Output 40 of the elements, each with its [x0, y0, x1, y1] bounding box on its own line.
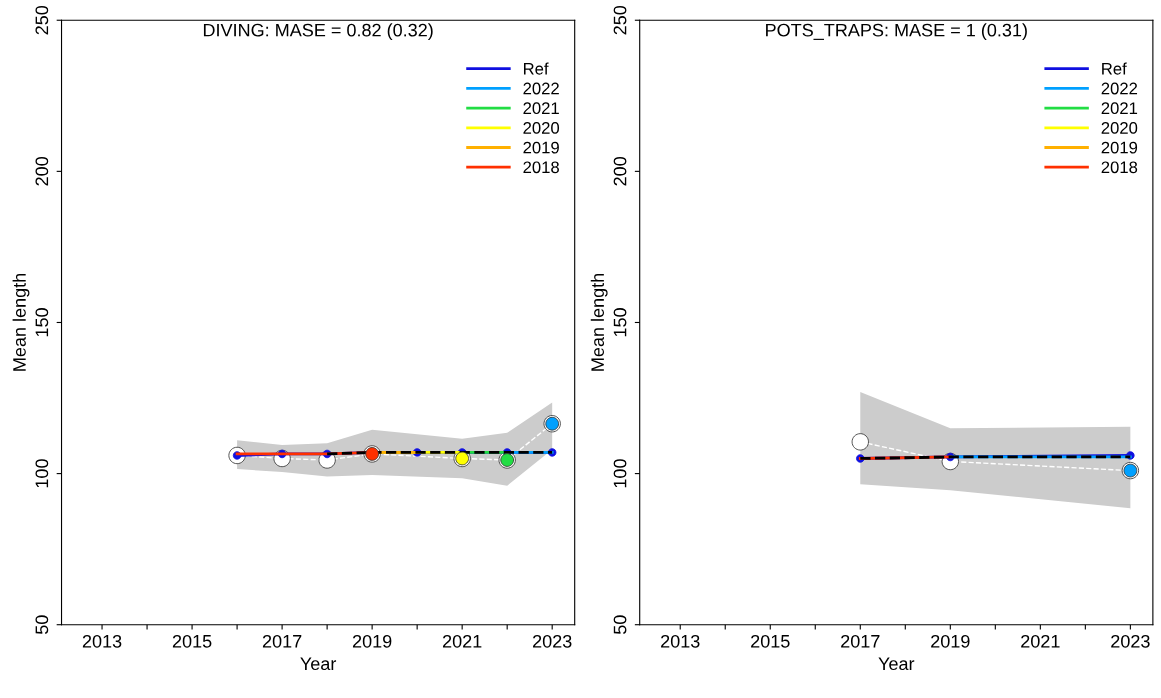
x-tick-label: 2017	[841, 634, 880, 648]
chart-title: DIVING: MASE = 0.82 (0.32)	[203, 23, 433, 41]
x-tick-label: 2019	[352, 634, 392, 648]
y-tick-label: 50	[613, 615, 627, 635]
x-axis-title: Year	[878, 657, 915, 671]
legend-label: 2020	[1101, 121, 1138, 134]
legend-label: Ref	[523, 62, 549, 75]
y-tick-label: 50	[35, 615, 49, 635]
x-tick-label: 2017	[262, 634, 302, 648]
legend-label: Ref	[1102, 62, 1127, 75]
legend-label: 2021	[1101, 102, 1138, 115]
legend-label: 2019	[523, 141, 559, 154]
y-axis-title: Mean length	[12, 273, 30, 371]
legend-label: 2022	[523, 82, 559, 95]
x-tick-label: 2015	[172, 634, 212, 648]
x-tick-label: 2023	[1111, 634, 1150, 648]
x-tick-label: 2015	[751, 634, 790, 648]
y-tick-label: 200	[35, 157, 49, 186]
legend-label: 2022	[1101, 82, 1138, 95]
x-tick-label: 2023	[533, 634, 572, 648]
y-tick-label: 200	[613, 157, 627, 186]
x-tick-label: 2021	[1021, 634, 1060, 648]
legend-label: 2021	[523, 102, 559, 115]
legend-label: 2019	[1101, 141, 1138, 154]
y-axis-title: Mean length	[590, 273, 608, 371]
y-tick-label: 100	[613, 459, 627, 488]
x-tick-label: 2019	[931, 634, 970, 648]
chart-title: POTS_TRAPS: MASE = 1 (0.31)	[766, 23, 1027, 41]
x-tick-label: 2013	[661, 634, 700, 648]
x-tick-label: 2021	[442, 634, 482, 648]
x-axis-title: Year	[300, 657, 337, 671]
legend-label: 2020	[523, 121, 560, 134]
y-tick-label: 100	[35, 459, 49, 488]
y-tick-label: 250	[613, 5, 627, 35]
x-tick-label: 2013	[82, 634, 122, 648]
y-tick-label: 250	[35, 5, 49, 35]
legend-label: 2018	[523, 161, 559, 174]
y-tick-label: 150	[613, 308, 627, 337]
y-tick-label: 150	[35, 308, 49, 337]
legend-label: 2018	[1101, 161, 1138, 174]
